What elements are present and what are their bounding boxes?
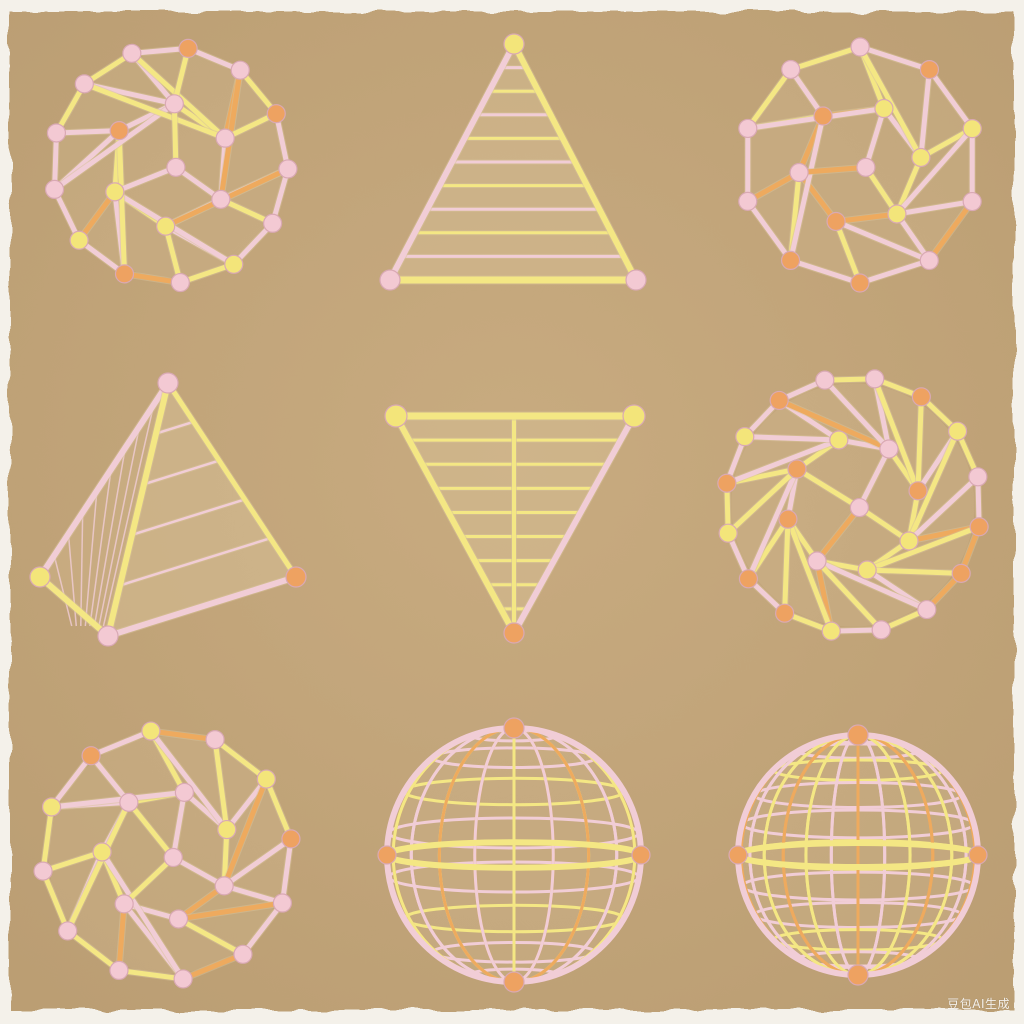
truncated-icosahedron-wireframe-icon: [717, 369, 989, 641]
inverted-triangle-grid-icon: [384, 404, 646, 644]
geodesic-polyhedron-icon: [33, 721, 301, 989]
striped-triangle-icon: [379, 33, 647, 291]
grid-sphere-wireframe-icon: [728, 724, 988, 986]
globe-wireframe-icon: [377, 717, 651, 993]
tetrahedron-pyramid-icon: [29, 372, 307, 647]
dodecahedron-wireframe-icon: [738, 37, 982, 293]
shapes-layer: [29, 33, 989, 993]
watermark-text: 豆包AI生成: [947, 997, 1010, 1011]
icosahedron-wireframe-icon: [44, 38, 298, 293]
